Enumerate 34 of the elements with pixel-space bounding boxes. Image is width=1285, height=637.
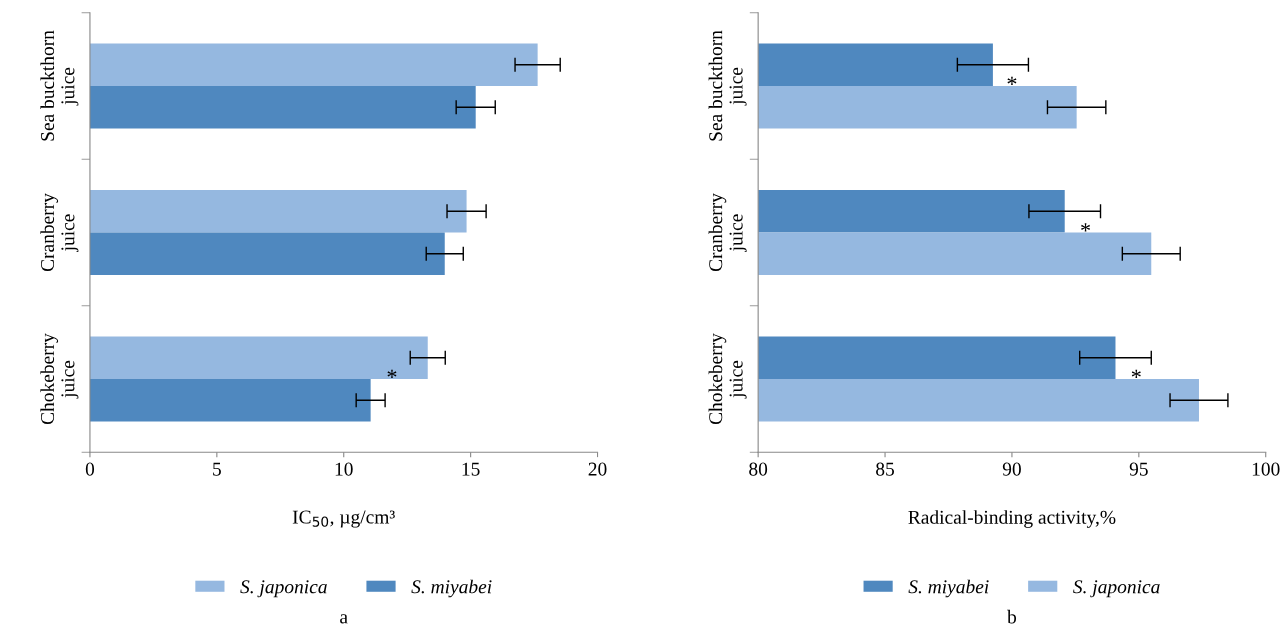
annotation: * [1081, 223, 1091, 232]
bar [89, 43, 538, 86]
y-tick-label: Cranberry juice [708, 193, 747, 272]
bar [89, 190, 467, 233]
legend-label: S. miyabei [908, 579, 989, 598]
x-tick-label: 90 [1002, 462, 1021, 476]
y-tick-label: Chokeberry juice [40, 333, 79, 425]
annotation: * [1131, 369, 1141, 378]
y-tick-label: Chokeberry juice [708, 333, 747, 425]
legend-label: S. miyabei [411, 579, 492, 598]
x-axis-title: IC$_{50}$, µg/cm³ [292, 510, 395, 528]
text: b [1007, 609, 1017, 624]
x-tick-label: 5 [213, 462, 221, 476]
x-tick-label: 10 [335, 462, 353, 476]
x-tick-label: 20 [588, 462, 607, 476]
x-tick-label: 0 [85, 462, 95, 476]
bar [89, 336, 428, 380]
y-tick-label: Cranberry juice [40, 193, 79, 272]
y-tick-label: Sea buckthorn juice [708, 30, 747, 141]
annotation: * [1007, 76, 1017, 85]
x-tick-label: 95 [1129, 462, 1148, 476]
x-tick-label: 80 [749, 462, 768, 476]
annotation: * [387, 369, 397, 378]
bar [89, 379, 371, 422]
bar [89, 85, 476, 129]
y-tick-label: Sea buckthorn juice [40, 30, 79, 141]
x-tick-label: 15 [462, 462, 480, 476]
legend-label: S. japonica [240, 580, 327, 598]
x-tick-label: 85 [876, 462, 895, 476]
x-axis-title: Radical-binding activity,% [908, 510, 1116, 528]
bar [89, 232, 445, 275]
text: a [340, 614, 348, 624]
x-tick-label: 100 [1252, 462, 1280, 476]
legend-label: S. japonica [1073, 580, 1160, 598]
